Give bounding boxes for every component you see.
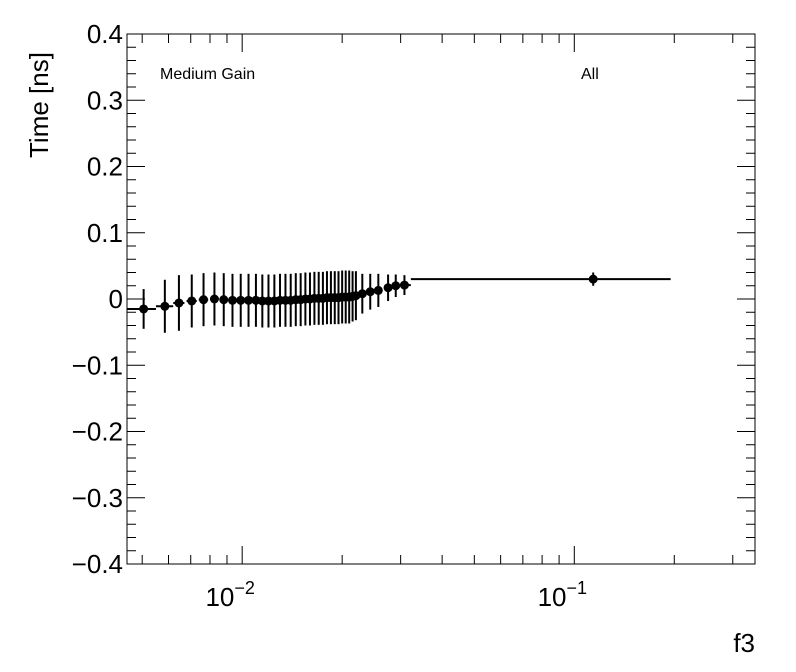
x-tick-label: 10−1 [538, 578, 587, 612]
minor-ticks [127, 34, 755, 564]
y-tick-label: 0.3 [87, 85, 123, 115]
y-tick-label: 0.2 [87, 152, 123, 182]
marker [365, 287, 375, 297]
data-point [357, 273, 367, 314]
data-point [219, 273, 229, 327]
data-point [155, 279, 174, 333]
tick-labels: 0.4 0.3 0.2 0.1 0 −0.1 −0.2 −0.3 −0.4 10−2 10−1 [72, 19, 587, 612]
y-tick-label: −0.1 [72, 350, 123, 380]
marker [187, 296, 197, 306]
data-point [391, 274, 401, 298]
data-point [186, 274, 197, 328]
y-tick-label: 0 [109, 284, 123, 314]
annotation-medium-gain: Medium Gain [160, 66, 255, 83]
plot-frame [126, 33, 756, 565]
data-points [127, 270, 671, 333]
data-point [173, 275, 185, 331]
data-point [365, 273, 375, 310]
data-point [227, 273, 237, 327]
marker [236, 295, 246, 305]
data-point [383, 274, 393, 301]
marker [209, 294, 219, 304]
y-axis-title: Time [ns] [24, 52, 54, 158]
data-point [373, 273, 383, 307]
marker [244, 295, 254, 305]
data-point [127, 289, 156, 329]
marker [139, 304, 149, 314]
y-tick-label: −0.4 [72, 549, 123, 579]
annotation-all: All [581, 66, 599, 83]
data-point [398, 275, 411, 296]
data-point [244, 273, 254, 327]
y-tick-label: 0.4 [87, 19, 123, 49]
data-point [236, 273, 246, 327]
marker [219, 295, 229, 305]
marker [373, 285, 383, 295]
x-axis-title: f3 [733, 628, 755, 658]
marker [174, 298, 184, 308]
y-tick-label: 0.1 [87, 218, 123, 248]
marker [588, 274, 598, 284]
marker [399, 280, 409, 290]
marker [357, 289, 367, 299]
marker [199, 295, 209, 305]
marker [227, 295, 237, 305]
y-tick-label: −0.2 [72, 417, 123, 447]
data-point [209, 272, 219, 326]
data-point [198, 273, 209, 327]
marker [391, 281, 401, 291]
y-tick-label: −0.3 [72, 483, 123, 513]
marker [160, 301, 170, 311]
marker [383, 283, 393, 293]
data-point [410, 272, 671, 286]
x-tick-label: 10−2 [205, 578, 254, 612]
